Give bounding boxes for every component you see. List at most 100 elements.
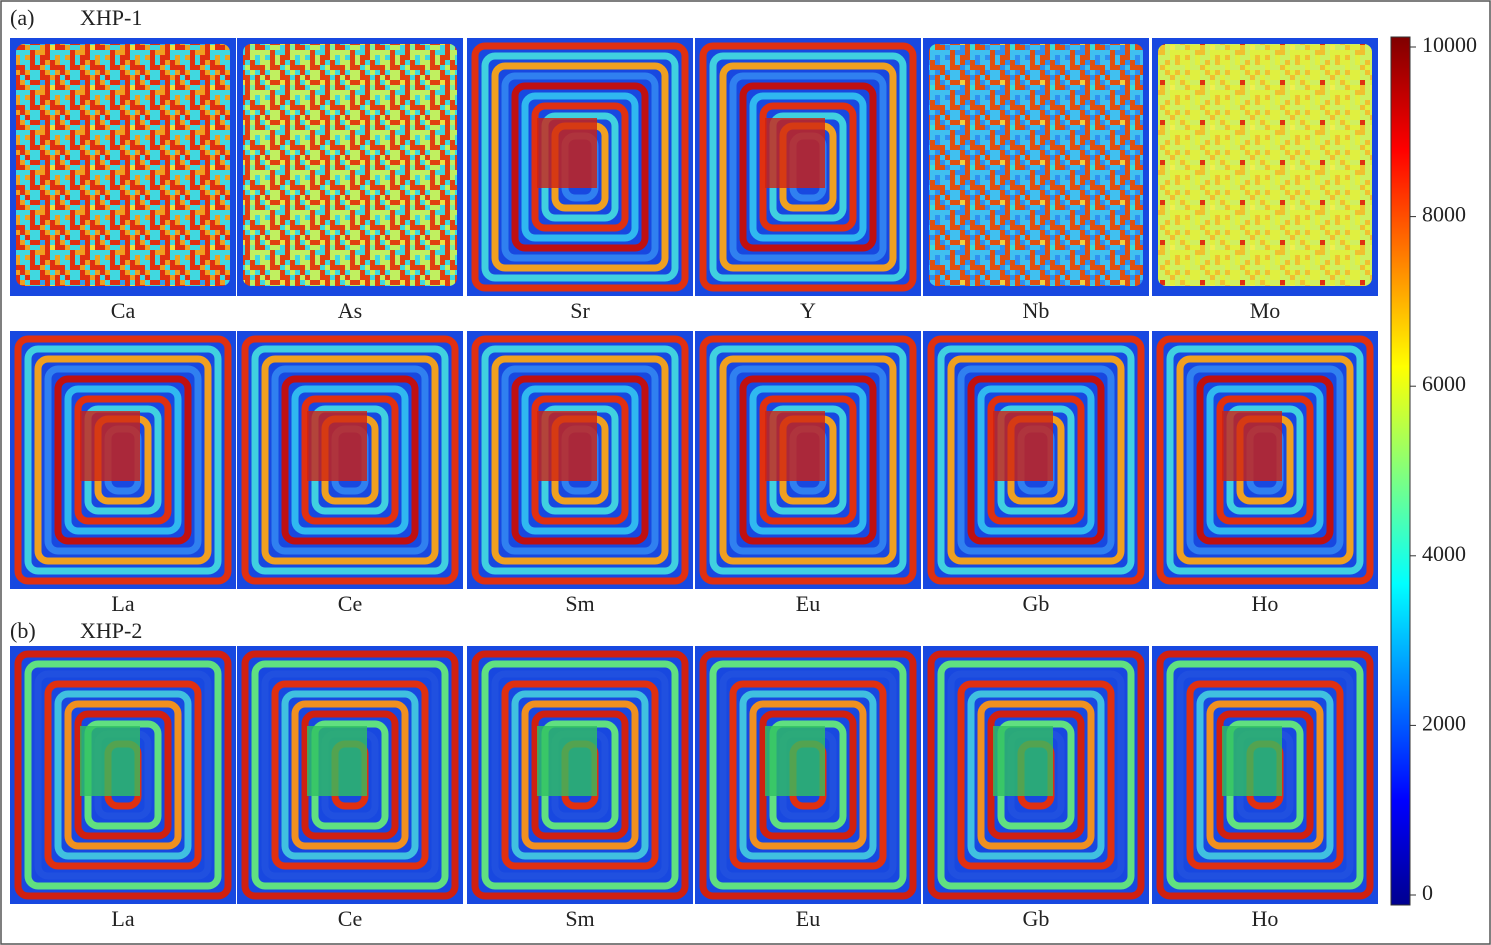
element-map (695, 331, 921, 589)
map-zone (531, 395, 629, 525)
map-label: Ce (338, 906, 362, 931)
map-zone (511, 82, 649, 252)
map-zone (1196, 690, 1334, 860)
map-zone (1166, 345, 1364, 575)
element-map (10, 331, 236, 589)
map-zone (291, 700, 409, 850)
map-core (537, 118, 597, 188)
colorbar (1390, 36, 1411, 906)
map-zone (1216, 395, 1314, 525)
map-zone (64, 700, 182, 850)
map-zone (1196, 375, 1334, 545)
map-zone (1186, 680, 1344, 870)
map-zone (241, 335, 459, 585)
map-zone (699, 42, 917, 292)
section-title: XHP-2 (80, 618, 142, 643)
map-zone (759, 102, 857, 232)
map-zone (24, 660, 222, 890)
map-core (80, 411, 140, 481)
map-zone (739, 690, 877, 860)
map-zone (481, 660, 679, 890)
map-label: Eu (796, 591, 820, 616)
map-zone (261, 355, 439, 565)
map-label: Ho (1252, 906, 1279, 931)
element-map (237, 38, 463, 296)
section-tag: (a) (10, 5, 34, 30)
map-zone (729, 365, 887, 555)
element-map (1152, 646, 1378, 904)
map-zone (977, 385, 1095, 535)
map-zone (947, 670, 1125, 880)
map-zone (74, 395, 172, 525)
element-map (923, 646, 1149, 904)
map-zone (957, 680, 1115, 870)
section-title: XHP-1 (80, 5, 142, 30)
map-zone (281, 375, 419, 545)
element-map (10, 646, 236, 904)
map-label: Sr (570, 298, 590, 323)
map-zone (719, 670, 897, 880)
element-map (467, 331, 693, 589)
element-map (695, 38, 921, 296)
map-zone (14, 650, 232, 900)
map-zone (491, 670, 669, 880)
colorbar-tick-label: 0 (1422, 880, 1433, 905)
map-texture (16, 44, 230, 286)
map-zone (301, 710, 399, 840)
map-zone (521, 92, 639, 242)
map-zone (1156, 650, 1374, 900)
map-zone (501, 365, 659, 555)
map-zone (719, 355, 897, 565)
map-zone (251, 660, 449, 890)
map-zone (481, 52, 679, 282)
map-zone (1206, 700, 1324, 850)
map-zone (699, 650, 917, 900)
map-core (537, 726, 597, 796)
map-zone (937, 660, 1135, 890)
map-zone (281, 690, 419, 860)
map-label: Eu (796, 906, 820, 931)
map-texture (243, 44, 457, 286)
map-zone (501, 680, 659, 870)
map-zone (291, 385, 409, 535)
map-label: Ho (1252, 591, 1279, 616)
map-zone (1166, 660, 1364, 890)
map-texture (929, 44, 1143, 286)
map-label: Gb (1023, 591, 1050, 616)
map-zone (74, 710, 172, 840)
map-label: Mo (1250, 298, 1281, 323)
map-zone (24, 345, 222, 575)
map-core (993, 726, 1053, 796)
map-zone (1176, 670, 1354, 880)
colorbar-tick-label: 2000 (1422, 710, 1466, 735)
map-zone (471, 42, 689, 292)
colorbar-tick-label: 8000 (1422, 202, 1466, 227)
map-zone (1206, 385, 1324, 535)
map-zone (471, 650, 689, 900)
map-zone (271, 680, 429, 870)
map-zone (481, 345, 679, 575)
map-zone (729, 680, 887, 870)
map-zone (501, 72, 659, 262)
colorbar-tick-label: 10000 (1422, 32, 1477, 57)
colorbar-tick-label: 6000 (1422, 371, 1466, 396)
map-core (307, 726, 367, 796)
map-label: Y (800, 298, 816, 323)
map-zone (34, 355, 212, 565)
map-core (80, 726, 140, 796)
map-core (993, 411, 1053, 481)
map-zone (1216, 710, 1314, 840)
map-zone (987, 710, 1085, 840)
map-zone (491, 355, 669, 565)
map-label: Sm (565, 591, 594, 616)
map-label: La (111, 906, 134, 931)
element-map (1152, 331, 1378, 589)
map-zone (719, 62, 897, 272)
colorbar-tick-label: 4000 (1422, 541, 1466, 566)
map-zone (937, 345, 1135, 575)
map-zone (511, 375, 649, 545)
map-zone (261, 670, 439, 880)
map-zone (1176, 355, 1354, 565)
